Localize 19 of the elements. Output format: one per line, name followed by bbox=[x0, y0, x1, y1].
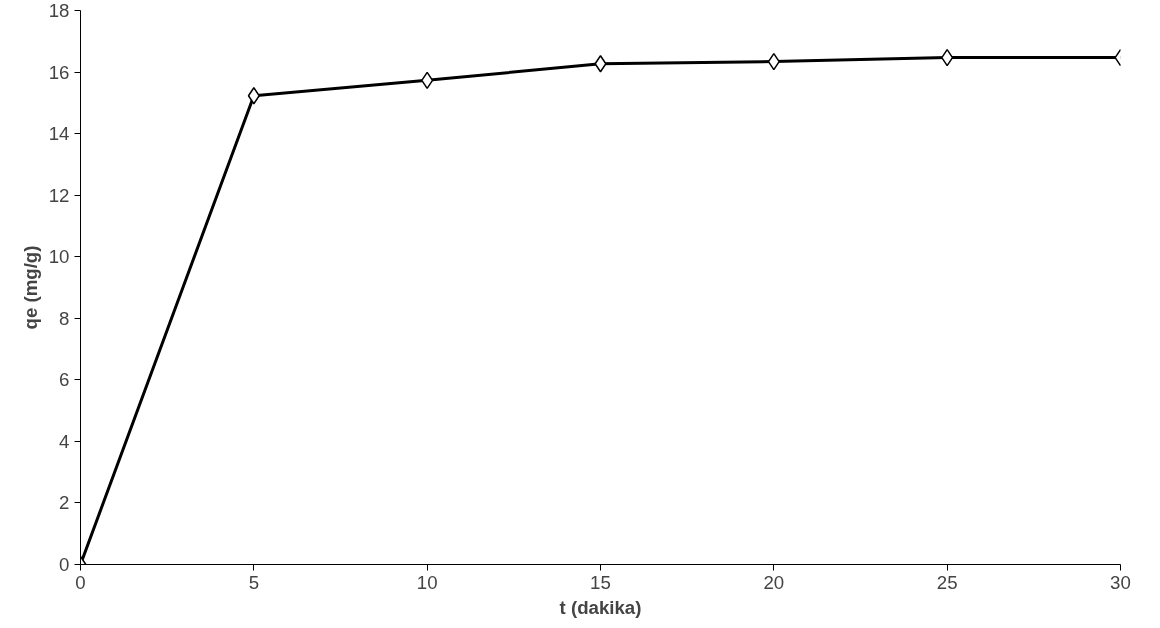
y-axis-title: qe (mg/g) bbox=[19, 245, 41, 330]
y-tick-label: 2 bbox=[59, 492, 70, 514]
y-tick-label: 8 bbox=[59, 307, 70, 329]
x-axis-title: t (dakika) bbox=[559, 596, 642, 618]
x-tick-label: 25 bbox=[936, 571, 958, 593]
x-tick-label: 15 bbox=[590, 571, 611, 593]
y-tick-label: 6 bbox=[59, 369, 70, 391]
y-tick-label: 18 bbox=[48, 0, 70, 21]
y-tick-label: 16 bbox=[48, 61, 70, 83]
x-tick-label: 30 bbox=[1110, 571, 1131, 593]
x-tick-label: 0 bbox=[75, 571, 86, 593]
x-tick-label: 5 bbox=[248, 571, 260, 593]
x-tick-label: 10 bbox=[416, 571, 438, 593]
x-tick-label: 20 bbox=[763, 571, 785, 593]
y-tick-label: 12 bbox=[48, 184, 70, 206]
y-tick-label: 14 bbox=[48, 123, 70, 145]
y-tick-label: 10 bbox=[48, 246, 70, 268]
y-tick-label: 0 bbox=[59, 554, 70, 575]
y-tick-label: 4 bbox=[59, 430, 70, 452]
